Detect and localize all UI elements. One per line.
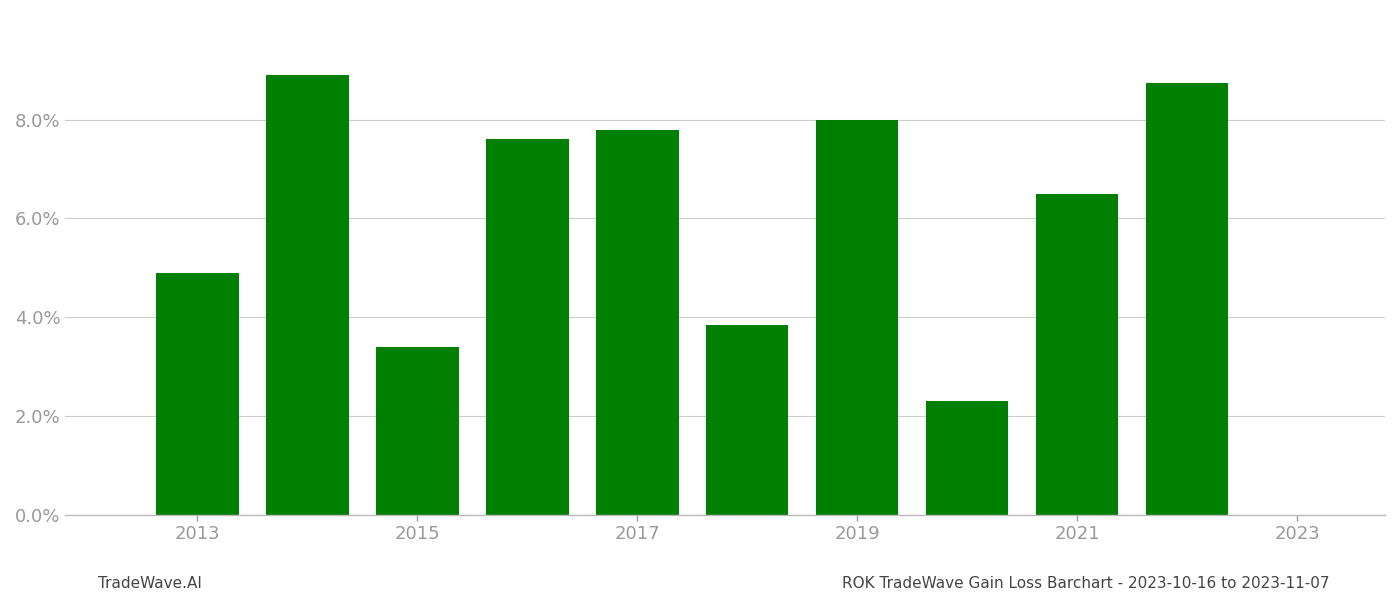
Bar (596, 130, 679, 515)
Bar (1145, 83, 1228, 515)
Bar (706, 325, 788, 515)
Text: TradeWave.AI: TradeWave.AI (98, 576, 202, 591)
Bar (925, 401, 1008, 515)
Bar (377, 347, 459, 515)
Bar (157, 273, 238, 515)
Bar (1036, 194, 1119, 515)
Bar (486, 139, 568, 515)
Text: ROK TradeWave Gain Loss Barchart - 2023-10-16 to 2023-11-07: ROK TradeWave Gain Loss Barchart - 2023-… (843, 576, 1330, 591)
Bar (816, 120, 899, 515)
Bar (266, 75, 349, 515)
